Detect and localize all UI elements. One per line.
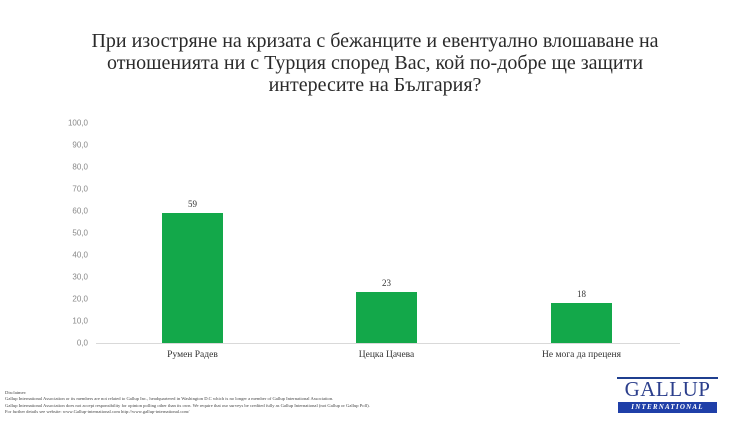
logo-rule	[617, 377, 718, 379]
gallup-international-logo: GALLUP INTERNATIONAL	[617, 376, 718, 414]
x-category-label: Цецка Цачева	[358, 350, 415, 360]
title-line-2: отношенията ни с Турция според Вас, кой …	[106, 52, 644, 74]
bar	[551, 303, 612, 343]
x-category-label: Румен Радев	[167, 350, 218, 360]
y-tick-label: 10,0	[72, 316, 88, 326]
y-tick-label: 80,0	[72, 162, 88, 172]
logo-subtitle: INTERNATIONAL	[618, 402, 717, 413]
title-line-1: При изостряне на кризата с бежанците и е…	[91, 30, 659, 52]
title-line-3: интересите на България?	[268, 74, 482, 96]
x-category-label: Не мога да преценя	[542, 350, 621, 360]
y-tick-label: 90,0	[72, 140, 88, 150]
y-tick-label: 60,0	[72, 206, 88, 216]
y-tick-label: 100,0	[67, 118, 88, 128]
bar-value-label: 59	[188, 199, 197, 210]
disclaimer-line-3: For further details see website: www.Gal…	[5, 408, 190, 414]
y-tick-label: 70,0	[72, 184, 88, 194]
y-tick-label: 0,0	[76, 338, 88, 348]
y-tick-label: 50,0	[72, 228, 88, 238]
chart-title: При изостряне на кризата с бежанците и е…	[40, 30, 710, 96]
bar	[356, 292, 417, 343]
disclaimer-line-2: Gallup International Association does no…	[5, 402, 370, 408]
y-tick-label: 40,0	[72, 250, 88, 260]
x-axis-line	[96, 343, 680, 344]
bar-value-label: 23	[382, 278, 391, 289]
bar-chart: 0,0 10,0 20,0 30,0 40,0 50,0 60,0 70,0 80,0 90,0 1…	[67, 118, 680, 360]
logo-wordmark: GALLUP	[624, 377, 711, 401]
bar	[162, 213, 223, 343]
disclaimer-line-1: Gallup International Association or its …	[5, 396, 334, 402]
disclaimer: Disclaimer: Gallup International Associa…	[5, 390, 565, 415]
y-tick-label: 20,0	[72, 294, 88, 304]
disclaimer-heading: Disclaimer:	[5, 390, 27, 395]
y-tick-label: 30,0	[72, 272, 88, 282]
bar-value-label: 18	[577, 289, 586, 300]
